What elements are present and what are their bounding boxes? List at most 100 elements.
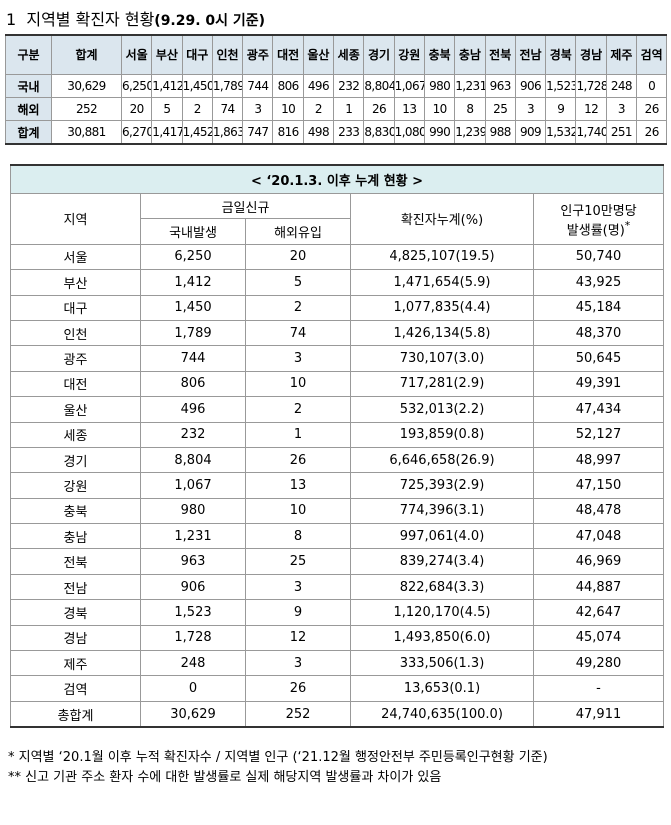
row-label: 광주 bbox=[10, 345, 141, 372]
row-label: 국내 bbox=[5, 74, 52, 98]
cell: 47,434 bbox=[533, 396, 664, 423]
row-label: 인천 bbox=[10, 319, 141, 347]
cell: 45,184 bbox=[533, 294, 664, 321]
row: 울산 496 2 532,013(2.2) 47,434 bbox=[10, 396, 664, 423]
cell: 12 bbox=[575, 97, 607, 121]
summary-table: 구분 합계 서울 부산 대구 인천 광주 대전 울산 세종 경기 강원 충북 충남 전북 전남 경북 경남 제주 검역… bbox=[5, 34, 668, 145]
row: 전북 963 25 839,274(3.4) 46,969 bbox=[10, 548, 664, 575]
cell: 980 bbox=[423, 74, 456, 98]
header-line: 발생률(명)* bbox=[566, 218, 631, 239]
caption: < ‘20.1.3. 이후 누계 현황 > bbox=[10, 164, 664, 194]
cell: 1,493,850(6.0) bbox=[350, 624, 534, 652]
cell: 2 bbox=[181, 97, 213, 121]
cell: 48,478 bbox=[533, 497, 664, 525]
column-header: 국내발생 bbox=[140, 218, 246, 245]
header-row: 구분 합계 서울 부산 대구 인천 광주 대전 울산 세종 경기 강원 충북 충남 전북 전남 경북 경남 제주 검역 bbox=[5, 34, 668, 75]
cell: 1,067 bbox=[393, 74, 425, 98]
cell: 1,412 bbox=[140, 269, 246, 296]
column-header: 경남 bbox=[575, 34, 607, 75]
cell: 744 bbox=[140, 345, 246, 372]
cell: 3 bbox=[245, 345, 351, 372]
cell: 74 bbox=[211, 97, 244, 121]
cell: 248 bbox=[140, 650, 246, 677]
column-header: 전남 bbox=[514, 34, 547, 75]
cell: 50,645 bbox=[533, 345, 664, 372]
cell: 232 bbox=[140, 421, 246, 448]
cell: 333,506(1.3) bbox=[350, 650, 534, 677]
cell: 74 bbox=[245, 319, 351, 347]
column-header: 구분 bbox=[5, 34, 52, 75]
row: 제주 248 3 333,506(1.3) 49,280 bbox=[10, 650, 664, 677]
cell: 730,107(3.0) bbox=[350, 345, 534, 372]
cell: 1,523 bbox=[140, 599, 246, 626]
row-label: 경남 bbox=[10, 624, 141, 652]
cell: 9 bbox=[545, 97, 577, 121]
subtitle: (9.29. 0시 기준) bbox=[154, 13, 266, 29]
cell: 13 bbox=[393, 97, 425, 121]
cell: 990 bbox=[423, 120, 456, 145]
row: 총합계 30,629 252 24,740,635(100.0) 47,911 bbox=[10, 700, 664, 728]
row-label: 대구 bbox=[10, 294, 141, 321]
row-label: 전남 bbox=[10, 573, 141, 601]
cell: 3 bbox=[514, 97, 547, 121]
cell: 822,684(3.3) bbox=[350, 573, 534, 601]
cell: 744 bbox=[242, 74, 274, 98]
cell: 25 bbox=[484, 97, 516, 121]
column-header: 제주 bbox=[605, 34, 638, 75]
cell: 3 bbox=[242, 97, 274, 121]
cell: 1,412 bbox=[151, 74, 183, 98]
row-label: 강원 bbox=[10, 472, 141, 499]
cell: 233 bbox=[333, 120, 365, 145]
cell: 49,391 bbox=[533, 370, 664, 398]
cell: 816 bbox=[272, 120, 304, 145]
column-header: 세종 bbox=[333, 34, 365, 75]
row-label: 총합계 bbox=[10, 700, 141, 728]
cell: 2 bbox=[245, 294, 351, 321]
cell: 5 bbox=[245, 269, 351, 296]
cell: 1,523 bbox=[545, 74, 577, 98]
cell: 20 bbox=[245, 243, 351, 271]
cell: 48,997 bbox=[533, 446, 664, 474]
cell: 496 bbox=[140, 396, 246, 423]
column-header: 서울 bbox=[120, 34, 153, 75]
cell: 909 bbox=[514, 120, 547, 145]
row: 인천 1,789 74 1,426,134(5.8) 48,370 bbox=[10, 319, 664, 347]
cell: 0 bbox=[636, 74, 668, 98]
cell: 252 bbox=[245, 700, 351, 728]
column-header: 인구10만명당 발생률(명)* bbox=[533, 193, 664, 245]
cell: 8,804 bbox=[140, 446, 246, 474]
cell: 26 bbox=[636, 120, 668, 145]
cell: 30,629 bbox=[51, 74, 122, 98]
cell: 248 bbox=[605, 74, 638, 98]
cell: 10 bbox=[245, 497, 351, 525]
cell: 3 bbox=[245, 650, 351, 677]
column-header: 대전 bbox=[272, 34, 304, 75]
row: 검역 0 26 13,653(0.1) - bbox=[10, 675, 664, 702]
cell: 193,859(0.8) bbox=[350, 421, 534, 448]
cell: 806 bbox=[140, 370, 246, 398]
cell: 3 bbox=[245, 573, 351, 601]
column-header: 확진자누계(%) bbox=[350, 193, 534, 245]
cell: 47,911 bbox=[533, 700, 664, 728]
cell: 25 bbox=[245, 548, 351, 575]
cell: 10 bbox=[245, 370, 351, 398]
cell: 42,647 bbox=[533, 599, 664, 626]
row-label: 충북 bbox=[10, 497, 141, 525]
cell: 6,646,658(26.9) bbox=[350, 446, 534, 474]
header-row: 국내발생 해외유입 bbox=[11, 218, 664, 245]
cell: 1,077,835(4.4) bbox=[350, 294, 534, 321]
row: 국내 30,629 6,250 1,412 1,450 1,789 744 806 496 232… bbox=[5, 74, 668, 98]
cell: 5 bbox=[151, 97, 183, 121]
cell: 13 bbox=[245, 472, 351, 499]
cell: 30,629 bbox=[140, 700, 246, 728]
cell: 1 bbox=[245, 421, 351, 448]
cell: 1,789 bbox=[140, 319, 246, 347]
row-label: 경기 bbox=[10, 446, 141, 474]
cell: 26 bbox=[245, 675, 351, 702]
cell: 906 bbox=[140, 573, 246, 601]
row-label: 전북 bbox=[10, 548, 141, 575]
cell: 8 bbox=[245, 523, 351, 550]
cell: 232 bbox=[333, 74, 365, 98]
cell: 747 bbox=[242, 120, 274, 145]
